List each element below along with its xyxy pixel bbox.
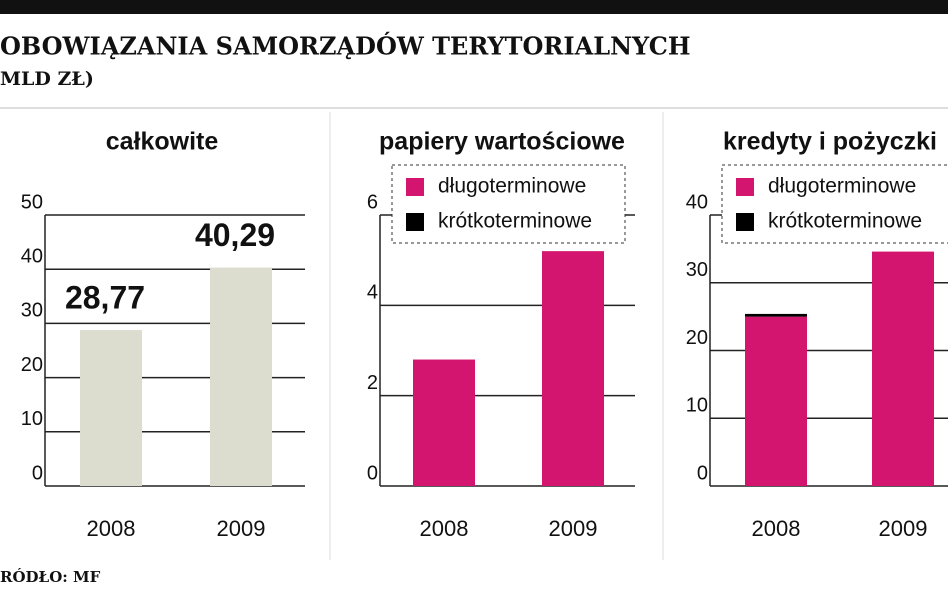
x-tick-label: 2009 — [549, 516, 598, 541]
y-tick-label: 30 — [686, 259, 708, 281]
chart-title: papiery wartościowe — [379, 128, 625, 156]
y-tick-label: 0 — [697, 462, 708, 484]
legend-label: długoterminowe — [768, 175, 916, 198]
chart-title: całkowite — [106, 128, 219, 156]
legend-box — [391, 164, 626, 244]
legend-swatch — [736, 178, 754, 196]
legend-label: krótkoterminowe — [768, 210, 922, 233]
x-tick-label: 2009 — [217, 516, 266, 541]
bar — [210, 267, 272, 486]
y-tick-label: 40 — [21, 245, 43, 267]
y-tick-label: 0 — [367, 462, 378, 484]
x-tick-label: 2008 — [752, 516, 801, 541]
bar-segment — [872, 251, 934, 486]
bar-segment — [745, 313, 807, 317]
bar — [80, 330, 142, 486]
page-title: OBOWIĄZANIA SAMORZĄDÓW TERYTORIALNYCH — [0, 32, 691, 61]
y-tick-label: 2 — [367, 372, 378, 394]
y-tick-label: 40 — [686, 191, 708, 213]
y-tick-label: 10 — [686, 395, 708, 417]
chart-title: kredyty i pożyczki — [723, 128, 937, 156]
y-tick-label: 6 — [367, 191, 378, 213]
bar-segment — [745, 316, 807, 486]
y-tick-label: 20 — [686, 327, 708, 349]
y-tick-label: 10 — [21, 408, 43, 430]
bar-segment — [542, 251, 604, 486]
top-bar — [0, 0, 948, 14]
legend-box — [721, 164, 948, 244]
legend-label: krótkoterminowe — [438, 210, 592, 233]
y-tick-label: 30 — [21, 300, 43, 322]
x-tick-label: 2008 — [87, 516, 136, 541]
bar-segment — [413, 359, 475, 486]
legend-swatch — [406, 178, 424, 196]
legend-label: długoterminowe — [438, 175, 586, 198]
y-tick-label: 0 — [32, 462, 43, 484]
y-tick-label: 4 — [367, 282, 378, 304]
value-label: 40,29 — [195, 217, 275, 253]
y-tick-label: 20 — [21, 354, 43, 376]
y-tick-label: 50 — [21, 191, 43, 213]
legend-swatch — [736, 213, 754, 231]
page-subtitle: MLD ZŁ) — [0, 68, 94, 90]
x-tick-label: 2009 — [879, 516, 928, 541]
legend-swatch — [406, 213, 424, 231]
x-tick-label: 2008 — [420, 516, 469, 541]
source: RÓDŁO: MF — [0, 568, 101, 586]
value-label: 28,77 — [65, 280, 145, 316]
